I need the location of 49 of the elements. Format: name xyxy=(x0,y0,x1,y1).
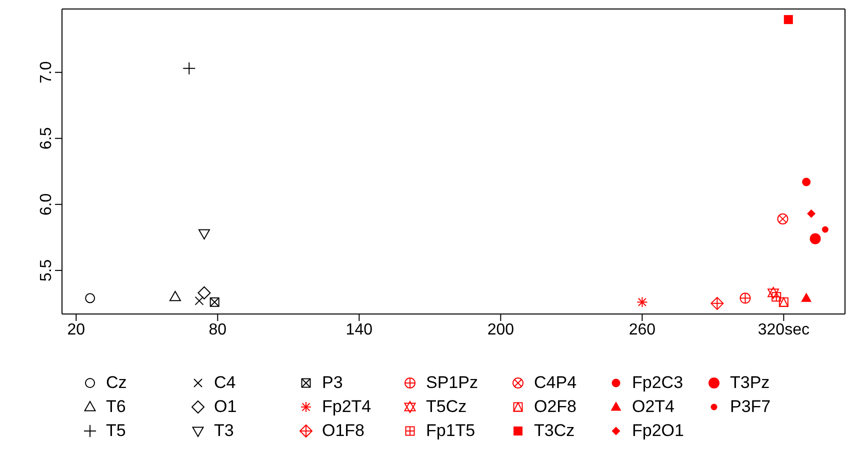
legend-label: Fp2O1 xyxy=(632,421,684,441)
point xyxy=(740,292,751,304)
legend-label: P3 xyxy=(322,373,343,393)
x-tick-label: 80 xyxy=(208,321,227,338)
legend-label: C4 xyxy=(214,373,236,393)
legend-label: Fp1T5 xyxy=(426,421,476,441)
x-tick-label: 260 xyxy=(628,321,656,338)
y-tick-label: 6.5 xyxy=(38,127,55,150)
point xyxy=(710,296,724,310)
point xyxy=(194,296,204,306)
legend-label: O1 xyxy=(214,397,237,417)
point xyxy=(210,297,220,307)
point xyxy=(822,226,828,233)
legend-label: P3F7 xyxy=(730,397,771,417)
point xyxy=(768,286,780,299)
point xyxy=(777,213,788,224)
point xyxy=(636,296,648,308)
point xyxy=(802,178,811,186)
point xyxy=(807,209,816,218)
point xyxy=(198,229,210,240)
point xyxy=(778,297,788,307)
point xyxy=(801,292,812,302)
legend-label: Fp2T4 xyxy=(322,397,372,417)
x-tick-label: 200 xyxy=(487,321,514,338)
legend-label: T6 xyxy=(106,397,126,417)
x-tick-label: 320sec xyxy=(758,321,810,338)
point xyxy=(810,233,821,244)
legend-label: T3Cz xyxy=(534,421,575,441)
legend-label: T3 xyxy=(214,421,234,441)
y-tick-label: 5.5 xyxy=(38,259,55,282)
legend-label: O2T4 xyxy=(632,397,675,417)
x-tick-label: 20 xyxy=(67,321,86,338)
point xyxy=(169,290,181,302)
y-tick-label: 6.0 xyxy=(38,193,55,216)
legend-label: C4P4 xyxy=(534,373,577,393)
legend-label: T5Cz xyxy=(426,397,467,417)
legend-label: O1F8 xyxy=(322,421,365,441)
legend-label: O2F8 xyxy=(534,397,577,417)
legend-label: T5 xyxy=(106,421,126,441)
legend-label: T3Pz xyxy=(730,373,770,393)
point xyxy=(198,286,211,300)
point xyxy=(182,62,196,75)
y-tick-label: 7.0 xyxy=(38,61,55,84)
legend-label: Fp2C3 xyxy=(632,373,684,393)
point xyxy=(85,293,96,304)
legend-label: SP1Pz xyxy=(426,373,478,393)
legend-label: Cz xyxy=(106,373,127,393)
point xyxy=(784,15,793,24)
x-tick-label: 140 xyxy=(346,321,373,338)
